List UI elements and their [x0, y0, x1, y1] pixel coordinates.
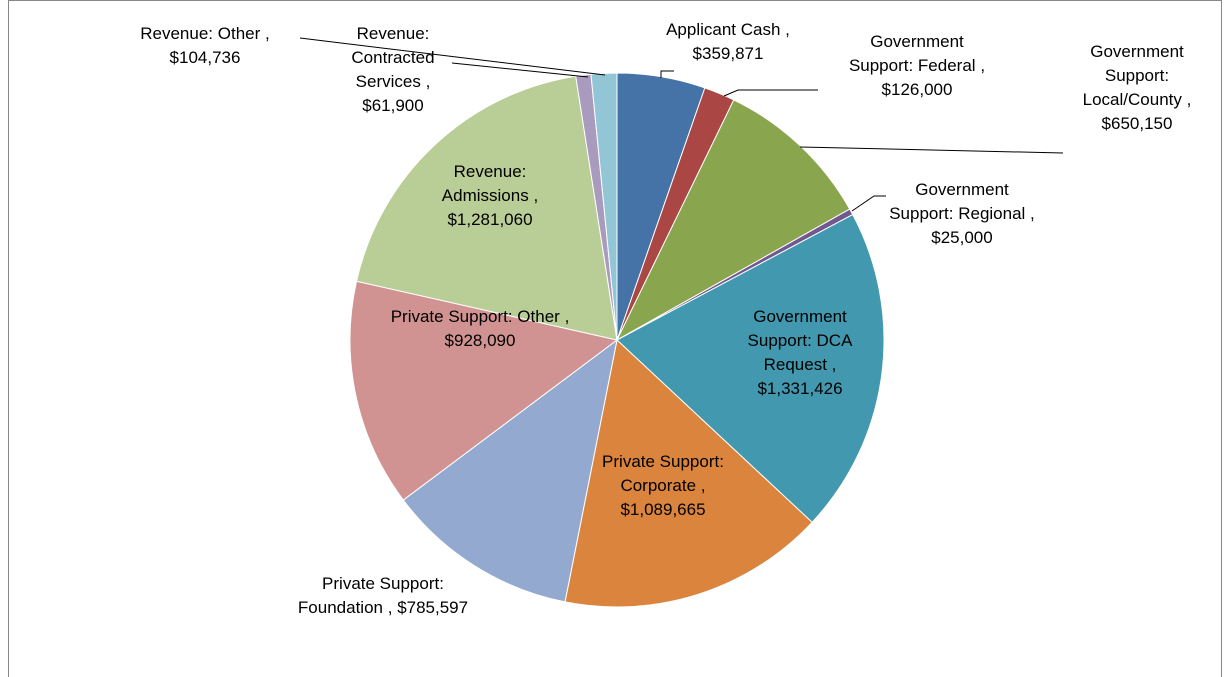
slice-label: Government Support: Regional , $25,000: [887, 178, 1037, 250]
pie-slice: [590, 72, 618, 341]
label-text: ,: [564, 307, 570, 326]
pie-slice: [349, 280, 619, 501]
leader-line: [851, 195, 886, 212]
label-text: ,: [980, 56, 986, 75]
pie-slice: [355, 75, 618, 341]
label-text: $1,331,426: [757, 379, 843, 398]
leader-line: [799, 146, 1064, 154]
label-text: $785,597: [397, 598, 469, 617]
slice-label: Revenue: Other , $104,736: [105, 22, 305, 70]
pie-slice: [615, 99, 851, 342]
label-text: Private Support: Corporate: [602, 452, 724, 495]
label-text: Revenue: Admissions: [441, 162, 529, 205]
label-text: ,: [533, 186, 539, 205]
label-text: ,: [387, 598, 393, 617]
label-text: Government Support: DCA Request: [747, 307, 853, 374]
label-text: $25,000: [931, 228, 993, 247]
label-text: ,: [1030, 204, 1035, 223]
label-text: Government Support: Federal: [848, 32, 976, 75]
label-text: Revenue: Contracted Services: [351, 24, 435, 91]
label-text: $1,281,060: [447, 210, 533, 229]
slice-label: Government Support: Local/County , $650,…: [1062, 40, 1212, 136]
leader-line: [451, 62, 589, 78]
slice-label: Private Support: Other , $928,090: [380, 305, 580, 353]
label-text: ,: [700, 476, 706, 495]
label-text: Government Support: Regional: [889, 180, 1026, 223]
label-text: Private Support: Other: [390, 307, 560, 326]
label-text: Private Support: Foundation: [297, 574, 444, 617]
pie-slice: [616, 213, 885, 524]
slice-label: Private Support: Foundation , $785,597: [283, 572, 483, 620]
label-text: $650,150: [1101, 114, 1173, 133]
label-text: $61,900: [362, 96, 424, 115]
label-text: ,: [425, 72, 431, 91]
slice-label: Revenue: Admissions , $1,281,060: [415, 160, 565, 232]
slice-label: Government Support: Federal , $126,000: [837, 30, 997, 102]
slice-label: Private Support: Corporate , $1,089,665: [598, 450, 728, 522]
chart-frame: [8, 0, 1222, 677]
label-text: ,: [265, 24, 270, 43]
slice-label: Revenue: Contracted Services , $61,900: [328, 22, 458, 118]
slice-label: Applicant Cash , $359,871: [638, 18, 818, 66]
label-text: $126,000: [881, 80, 953, 99]
label-text: Applicant Cash: [666, 20, 781, 39]
pie-slice: [564, 339, 813, 608]
label-text: $104,736: [169, 48, 241, 67]
label-text: $928,090: [444, 331, 516, 350]
label-text: $359,871: [692, 44, 764, 63]
label-text: ,: [831, 355, 837, 374]
label-text: ,: [1186, 90, 1192, 109]
label-text: ,: [785, 20, 790, 39]
leader-line: [723, 89, 818, 97]
label-text: $1,089,665: [620, 500, 706, 519]
label-text: Government Support: Local/County: [1082, 42, 1184, 109]
leader-line: [660, 70, 674, 78]
pie-slice: [402, 338, 618, 603]
leader-line: [299, 37, 606, 76]
label-text: Revenue: Other: [140, 24, 261, 43]
slice-label: Government Support: DCA Request , $1,331…: [720, 305, 880, 401]
